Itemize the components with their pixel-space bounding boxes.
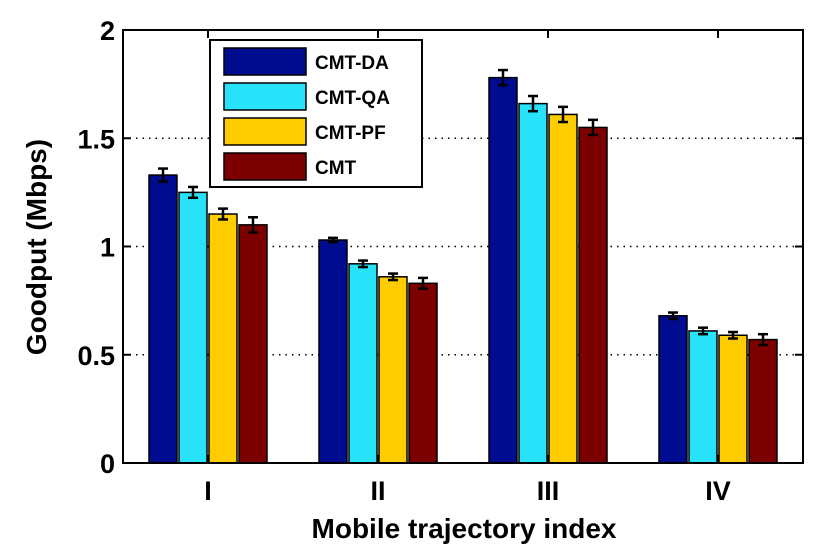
errorbar-cmt-pf-0	[218, 207, 228, 221]
errorbar-cmt-3	[758, 332, 768, 347]
legend-swatch-cmt-da	[223, 47, 307, 76]
bar-marks	[148, 76, 778, 464]
x-tick-label-0: I	[204, 476, 212, 506]
legend-label-cmt-da: CMT-DA	[315, 53, 389, 74]
bar-cmt-1	[408, 282, 438, 464]
errorbar-cmt-pf-1	[388, 272, 398, 282]
y-tick-label-0: 0	[100, 449, 115, 479]
bar-cmt-qa-2	[518, 102, 548, 464]
bar-cmt-qa-3	[688, 330, 718, 464]
bar-cmt-pf-0	[208, 213, 238, 464]
bar-cmt-pf-3	[718, 334, 748, 464]
errorbar-cmt-2	[588, 118, 598, 137]
errorbar-cmt-pf-3	[728, 330, 738, 340]
error-bars	[158, 68, 768, 347]
y-tick-label-4: 2	[100, 16, 115, 46]
errorbar-cmt-0	[248, 216, 258, 234]
bar-cmt-pf-2	[548, 113, 578, 464]
legend-swatch-cmt-qa	[223, 82, 307, 111]
legend: CMT-DA CMT-QA CMT-PF CMT	[209, 39, 423, 188]
errorbar-cmt-qa-3	[698, 326, 708, 336]
legend-label-cmt-qa: CMT-QA	[315, 88, 390, 109]
bar-cmt-qa-0	[178, 191, 208, 464]
bar-cmt-qa-1	[348, 263, 378, 464]
legend-swatch-cmt-pf	[223, 117, 307, 146]
errorbar-cmt-qa-0	[188, 185, 198, 200]
errorbar-cmt-qa-2	[528, 94, 538, 113]
errorbar-cmt-da-1	[328, 236, 338, 244]
errorbar-cmt-da-3	[668, 311, 678, 321]
y-tick-label-1: 0.5	[77, 341, 115, 371]
errorbar-cmt-da-2	[498, 68, 508, 87]
y-tick-label-2: 1	[100, 233, 115, 263]
errorbar-cmt-pf-2	[558, 105, 568, 124]
errorbar-cmt-da-0	[158, 167, 168, 183]
y-axis-label: Goodput (Mbps)	[21, 139, 52, 355]
bar-cmt-da-1	[318, 239, 348, 464]
x-axis-ticks: I II III IV	[204, 30, 731, 506]
x-tick-label-1: II	[370, 476, 385, 506]
bar-cmt-da-0	[148, 174, 178, 464]
bar-cmt-pf-1	[378, 276, 408, 464]
bar-cmt-0	[238, 224, 268, 464]
bar-cmt-3	[748, 338, 778, 464]
x-tick-label-3: IV	[705, 476, 731, 506]
y-axis-ticks: 0 0.5 1 1.5 2	[77, 16, 803, 479]
legend-swatch-cmt	[223, 152, 307, 181]
bar-cmt-da-3	[658, 315, 688, 464]
errorbar-cmt-1	[418, 276, 428, 290]
y-tick-label-3: 1.5	[77, 124, 115, 154]
legend-label-cmt: CMT	[315, 158, 357, 179]
bar-cmt-2	[578, 126, 608, 464]
x-tick-label-2: III	[537, 476, 560, 506]
x-axis-label: Mobile trajectory index	[312, 513, 617, 544]
bar-cmt-da-2	[488, 76, 518, 464]
errorbar-cmt-qa-1	[358, 259, 368, 269]
legend-label-cmt-pf: CMT-PF	[315, 123, 386, 144]
